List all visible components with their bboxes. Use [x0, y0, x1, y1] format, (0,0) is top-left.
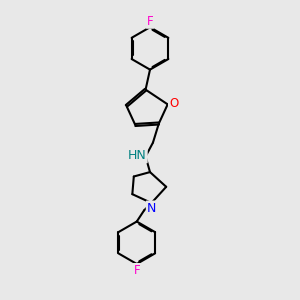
Text: O: O	[169, 97, 178, 110]
Text: HN: HN	[128, 149, 147, 162]
Text: F: F	[147, 15, 153, 28]
Text: F: F	[134, 264, 140, 277]
Text: N: N	[147, 202, 156, 214]
